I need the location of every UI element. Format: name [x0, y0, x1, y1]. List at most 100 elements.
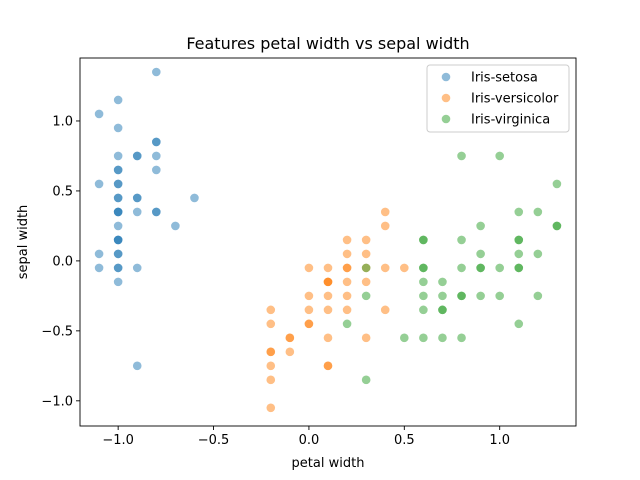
data-point-iris-virginica-42 — [438, 333, 447, 343]
data-point-iris-versicolor-31 — [323, 333, 333, 343]
data-point-iris-versicolor-28 — [304, 319, 314, 329]
data-point-iris-setosa-27 — [113, 221, 123, 231]
data-point-iris-virginica-40 — [400, 333, 409, 343]
data-point-iris-setosa-39 — [113, 277, 123, 287]
data-point-iris-virginica-12 — [514, 235, 524, 245]
data-point-iris-virginica-22 — [495, 263, 504, 273]
data-point-iris-versicolor-22 — [323, 305, 333, 315]
data-point-iris-virginica-34 — [533, 291, 543, 301]
data-point-iris-versicolor-38 — [323, 361, 333, 371]
x-axis-label: petal width — [292, 456, 365, 471]
data-point-iris-versicolor-11 — [380, 263, 390, 273]
data-point-iris-setosa-24 — [132, 207, 142, 217]
data-point-iris-setosa-11 — [113, 165, 123, 175]
data-point-iris-setosa-2 — [94, 109, 104, 119]
data-point-iris-setosa-1 — [113, 95, 123, 105]
data-point-iris-versicolor-18 — [304, 291, 314, 301]
data-point-iris-versicolor-40 — [266, 403, 276, 413]
data-point-iris-virginica-9 — [419, 235, 428, 245]
data-point-iris-virginica-37 — [438, 305, 447, 315]
data-point-iris-virginica-7 — [552, 221, 562, 231]
data-point-iris-setosa-32 — [94, 249, 104, 259]
y-tick-label: −1.0 — [41, 394, 73, 409]
data-point-iris-virginica-19 — [457, 263, 466, 273]
x-tick-label: 0.0 — [299, 433, 320, 448]
data-point-iris-versicolor-26 — [266, 319, 276, 329]
legend-box — [426, 64, 570, 133]
data-point-iris-virginica-44 — [361, 375, 371, 385]
data-point-iris-virginica-39 — [514, 319, 524, 329]
x-tick-label: −1.0 — [102, 433, 134, 448]
data-point-iris-virginica-10 — [457, 235, 466, 245]
data-point-iris-setosa-34 — [113, 249, 123, 259]
data-point-iris-versicolor-9 — [342, 263, 352, 273]
data-point-iris-versicolor-2 — [342, 235, 352, 245]
x-tick-label: 0.5 — [394, 433, 415, 448]
legend: Iris-setosa Iris-versicolor Iris-virginica — [426, 64, 570, 133]
data-point-iris-setosa-23 — [113, 207, 123, 217]
data-point-iris-virginica-28 — [419, 291, 428, 301]
data-point-iris-virginica-32 — [476, 291, 485, 301]
data-point-iris-setosa-40 — [132, 361, 142, 371]
data-point-iris-versicolor-25 — [266, 305, 276, 315]
data-point-iris-versicolor-20 — [342, 291, 352, 301]
legend-marker-iris-versicolor — [441, 93, 451, 103]
x-tick-label: 1.0 — [489, 433, 510, 448]
data-point-iris-versicolor-39 — [266, 375, 276, 385]
data-point-iris-versicolor-3 — [361, 235, 371, 245]
data-point-iris-setosa-8 — [132, 151, 142, 161]
data-point-iris-setosa-13 — [94, 179, 104, 189]
data-point-iris-versicolor-36 — [266, 361, 276, 371]
data-point-iris-setosa-5 — [152, 137, 161, 147]
chart-title: Features petal width vs sepal width — [186, 34, 469, 53]
legend-label-iris-virginica: Iris-virginica — [471, 113, 550, 128]
data-point-iris-virginica-35 — [419, 305, 428, 315]
data-point-iris-virginica-31 — [457, 291, 466, 301]
data-point-iris-setosa-35 — [94, 263, 104, 273]
data-point-iris-versicolor-6 — [304, 263, 314, 273]
data-point-iris-setosa-9 — [152, 151, 161, 161]
data-point-iris-setosa-20 — [190, 193, 199, 203]
data-point-iris-virginica-41 — [419, 333, 428, 343]
plot-area — [94, 67, 562, 413]
data-point-iris-setosa-3 — [113, 123, 123, 133]
data-point-iris-setosa-37 — [113, 263, 123, 273]
data-point-iris-setosa-19 — [132, 193, 142, 203]
data-point-iris-virginica-26 — [438, 277, 447, 287]
data-point-iris-setosa-15 — [113, 179, 123, 189]
x-tick-label: −0.5 — [198, 433, 230, 448]
data-point-iris-setosa-38 — [132, 263, 142, 273]
data-point-iris-versicolor-35 — [285, 347, 295, 357]
data-point-iris-virginica-33 — [495, 291, 504, 301]
data-point-iris-versicolor-24 — [380, 305, 390, 315]
data-point-iris-setosa-12 — [152, 165, 161, 175]
data-point-iris-virginica-15 — [533, 249, 543, 259]
data-point-iris-virginica-5 — [476, 221, 485, 231]
legend-label-iris-setosa: Iris-setosa — [471, 71, 538, 86]
legend-marker-iris-setosa — [441, 72, 451, 82]
y-tick-label: 0.0 — [52, 254, 73, 269]
y-tick-label: 1.0 — [52, 114, 73, 129]
data-point-iris-virginica-16 — [361, 263, 371, 273]
legend-marker-iris-virginica — [441, 114, 451, 124]
data-point-iris-versicolor-1 — [380, 221, 390, 231]
data-point-iris-versicolor-21 — [304, 305, 314, 315]
data-point-iris-setosa-31 — [113, 235, 123, 245]
y-tick-label: 0.5 — [52, 184, 73, 199]
data-point-iris-versicolor-32 — [361, 333, 371, 343]
data-point-iris-virginica-29 — [438, 291, 447, 301]
y-tick-label: −0.5 — [41, 324, 73, 339]
y-axis: −1.0 −0.5 0.0 0.5 1.0 — [41, 114, 80, 409]
data-point-iris-versicolor-23 — [342, 305, 352, 315]
data-point-iris-versicolor-7 — [323, 263, 333, 273]
data-point-iris-versicolor-16 — [342, 277, 352, 287]
data-point-iris-setosa-26 — [152, 207, 161, 217]
data-point-iris-virginica-27 — [361, 291, 371, 301]
data-point-iris-versicolor-4 — [342, 249, 352, 259]
legend-label-iris-versicolor: Iris-versicolor — [471, 92, 559, 107]
data-point-iris-versicolor-34 — [266, 347, 276, 357]
data-point-iris-virginica-3 — [514, 207, 524, 217]
data-point-iris-virginica-24 — [514, 263, 524, 273]
data-point-iris-versicolor-30 — [285, 333, 295, 343]
data-point-iris-virginica-1 — [495, 151, 504, 161]
